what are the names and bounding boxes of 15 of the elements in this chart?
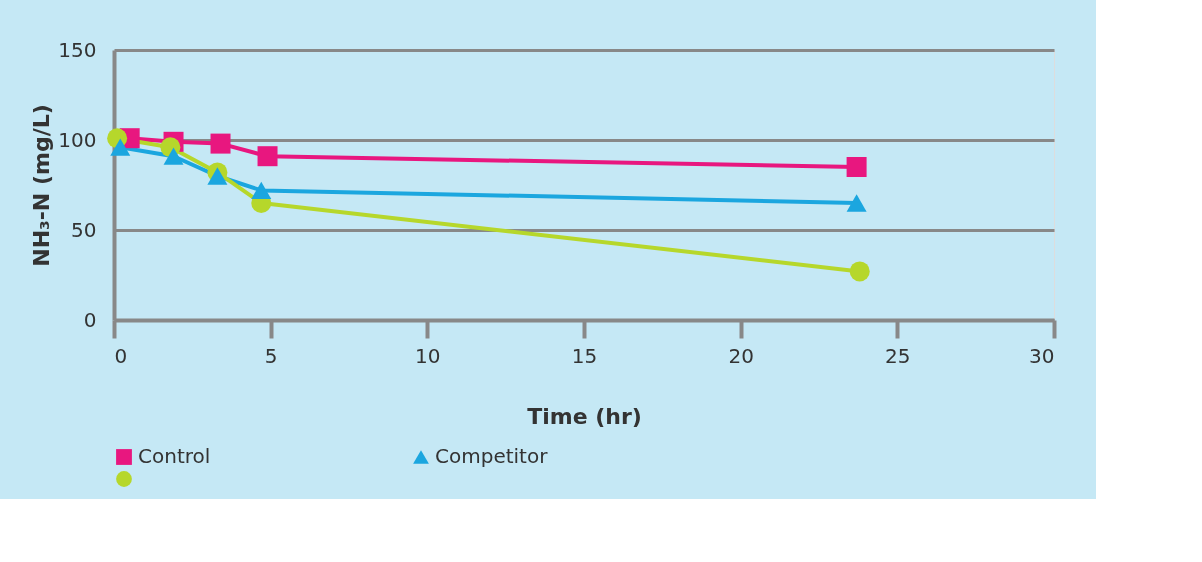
y-tick-label: 150 xyxy=(58,37,97,62)
x-tick-label: 0 xyxy=(114,343,128,368)
y-tick-label: 100 xyxy=(58,127,97,152)
x-tick-label: 15 xyxy=(571,343,598,368)
y-tick-label: 0 xyxy=(83,307,97,332)
x-tick-label: 5 xyxy=(264,343,278,368)
legend-label: Control xyxy=(138,444,211,468)
y-tick-label: 50 xyxy=(71,217,97,242)
y-axis-title: NH₃-N (mg/L) xyxy=(29,104,55,267)
x-tick-label: 20 xyxy=(728,343,754,368)
x-tick-label: 30 xyxy=(1029,343,1055,368)
x-tick-label: 10 xyxy=(415,343,441,368)
x-tick-label: 25 xyxy=(885,343,911,368)
legend-label: Competitor xyxy=(435,444,549,468)
x-axis-title: Time (hr) xyxy=(527,403,642,429)
